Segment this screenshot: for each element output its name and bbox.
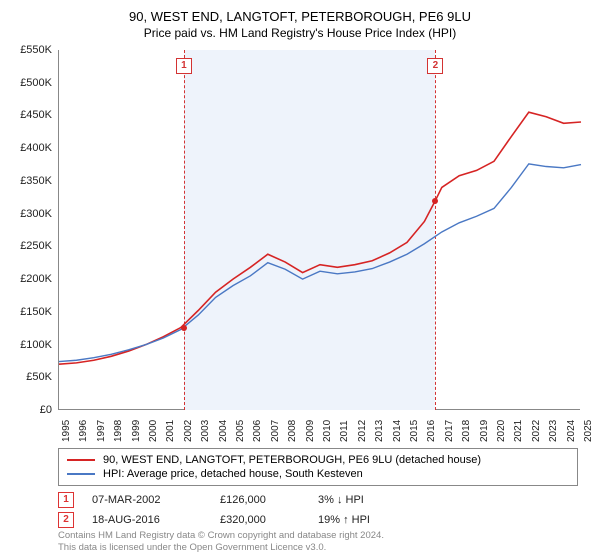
x-tick-label: 2025	[583, 420, 594, 442]
transaction-marker: 2	[58, 512, 74, 528]
x-tick-label: 2003	[200, 420, 211, 442]
x-tick-label: 2011	[339, 420, 350, 442]
y-tick-label: £450K	[2, 109, 52, 121]
x-tick-label: 2002	[183, 420, 194, 442]
x-tick-label: 2023	[548, 420, 559, 442]
transaction-diff: 3% ↓ HPI	[318, 494, 428, 506]
y-tick-label: £400K	[2, 142, 52, 154]
x-tick-label: 2022	[531, 420, 542, 442]
y-tick-label: £100K	[2, 339, 52, 351]
x-tick-label: 1995	[61, 420, 72, 442]
x-tick-label: 2010	[322, 420, 333, 442]
x-tick-label: 1997	[96, 420, 107, 442]
plot-area: 1 2	[58, 50, 580, 410]
legend-item-hpi: HPI: Average price, detached house, Sout…	[67, 467, 569, 481]
x-tick-label: 2006	[252, 420, 263, 442]
chart-lines	[59, 50, 581, 410]
legend-swatch-property	[67, 459, 95, 461]
footer: Contains HM Land Registry data © Crown c…	[58, 530, 384, 555]
x-tick-label: 2007	[270, 420, 281, 442]
x-tick-label: 2004	[218, 420, 229, 442]
event-marker-1: 1	[176, 58, 192, 74]
x-tick-label: 2016	[426, 420, 437, 442]
x-tick-label: 2017	[444, 420, 455, 442]
event-marker-2: 2	[427, 58, 443, 74]
y-tick-label: £350K	[2, 175, 52, 187]
y-tick-label: £150K	[2, 306, 52, 318]
event-point-2	[432, 198, 438, 204]
chart-subtitle: Price paid vs. HM Land Registry's House …	[0, 26, 600, 44]
transaction-diff: 19% ↑ HPI	[318, 514, 428, 526]
transaction-date: 07-MAR-2002	[92, 494, 202, 506]
chart-container: 90, WEST END, LANGTOFT, PETERBOROUGH, PE…	[0, 0, 600, 560]
transaction-marker: 1	[58, 492, 74, 508]
transaction-row: 2 18-AUG-2016 £320,000 19% ↑ HPI	[58, 510, 428, 530]
x-tick-label: 1998	[113, 420, 124, 442]
y-tick-label: £500K	[2, 77, 52, 89]
legend-item-property: 90, WEST END, LANGTOFT, PETERBOROUGH, PE…	[67, 453, 569, 467]
x-tick-label: 2000	[148, 420, 159, 442]
x-tick-label: 2008	[287, 420, 298, 442]
x-tick-label: 2020	[496, 420, 507, 442]
event-point-1	[181, 325, 187, 331]
series-property	[59, 112, 581, 364]
x-tick-label: 2009	[305, 420, 316, 442]
chart-area: 1 2 £0£50K£100K£150K£200K£250K£300K£350K…	[58, 50, 580, 410]
footer-line: This data is licensed under the Open Gov…	[58, 542, 384, 554]
x-tick-label: 2019	[479, 420, 490, 442]
transactions-table: 1 07-MAR-2002 £126,000 3% ↓ HPI 2 18-AUG…	[58, 490, 428, 530]
chart-title: 90, WEST END, LANGTOFT, PETERBOROUGH, PE…	[0, 0, 600, 26]
x-tick-label: 2021	[513, 420, 524, 442]
footer-line: Contains HM Land Registry data © Crown c…	[58, 530, 384, 542]
legend-swatch-hpi	[67, 473, 95, 475]
x-tick-label: 2012	[357, 420, 368, 442]
transaction-price: £320,000	[220, 514, 300, 526]
transaction-date: 18-AUG-2016	[92, 514, 202, 526]
transaction-row: 1 07-MAR-2002 £126,000 3% ↓ HPI	[58, 490, 428, 510]
x-tick-label: 1999	[131, 420, 142, 442]
x-tick-label: 2005	[235, 420, 246, 442]
x-tick-label: 2015	[409, 420, 420, 442]
y-tick-label: £300K	[2, 208, 52, 220]
y-tick-label: £250K	[2, 240, 52, 252]
x-tick-label: 2018	[461, 420, 472, 442]
x-tick-label: 2013	[374, 420, 385, 442]
legend: 90, WEST END, LANGTOFT, PETERBOROUGH, PE…	[58, 448, 578, 486]
y-tick-label: £50K	[2, 371, 52, 383]
transaction-price: £126,000	[220, 494, 300, 506]
legend-label: 90, WEST END, LANGTOFT, PETERBOROUGH, PE…	[103, 454, 481, 466]
y-tick-label: £550K	[2, 44, 52, 56]
x-tick-label: 2001	[165, 420, 176, 442]
legend-label: HPI: Average price, detached house, Sout…	[103, 468, 363, 480]
x-tick-label: 1996	[78, 420, 89, 442]
y-tick-label: £0	[2, 404, 52, 416]
x-tick-label: 2014	[392, 420, 403, 442]
series-hpi	[59, 164, 581, 362]
y-tick-label: £200K	[2, 273, 52, 285]
x-tick-label: 2024	[566, 420, 577, 442]
